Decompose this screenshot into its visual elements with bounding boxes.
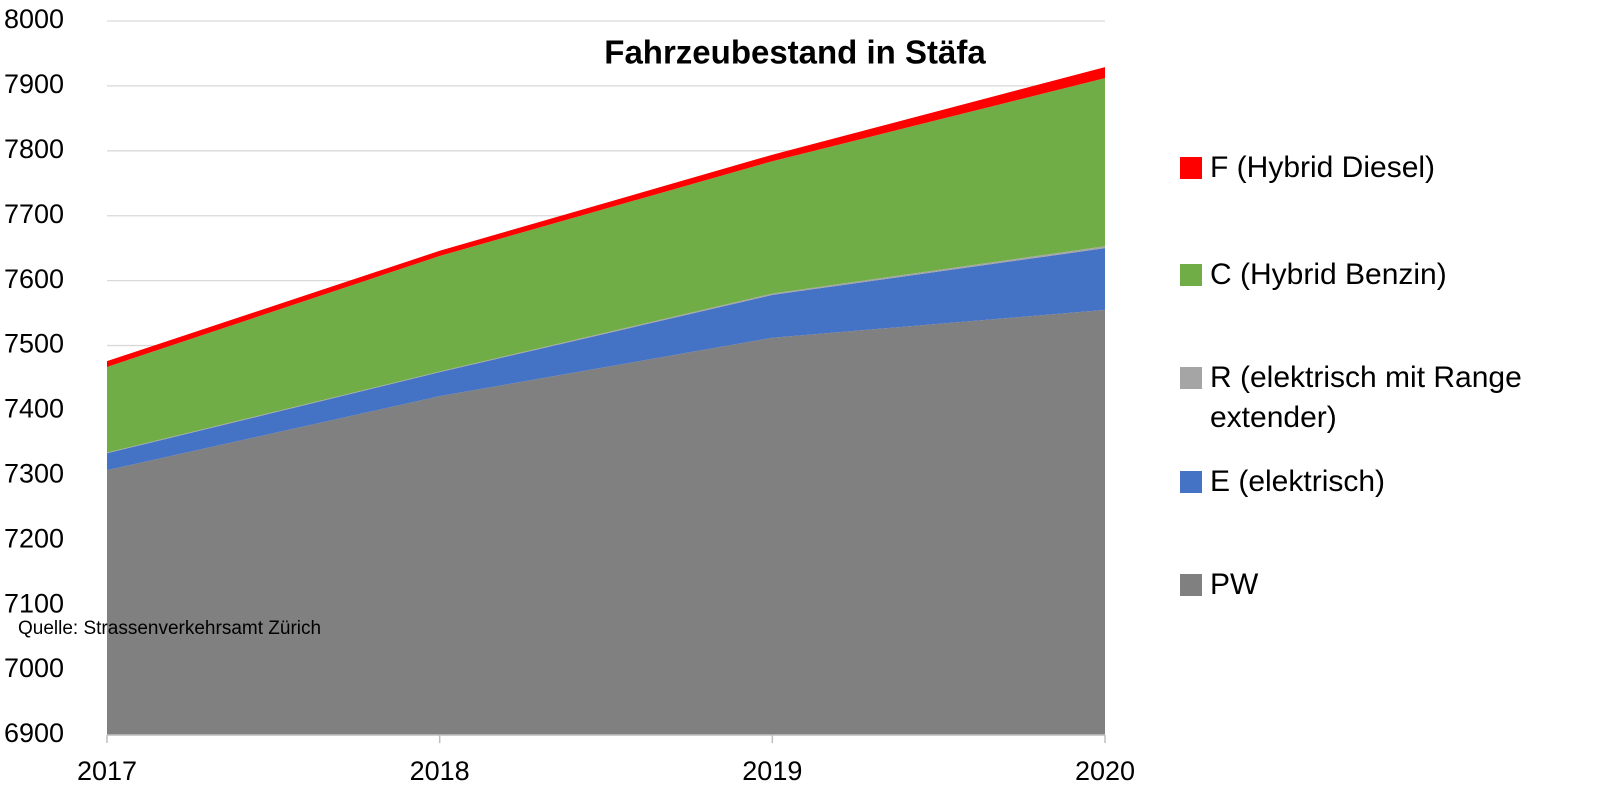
legend-label: R (elektrisch mit Range extender) xyxy=(1210,361,1522,434)
legend-label: F (Hybrid Diesel) xyxy=(1210,151,1436,184)
legend-item: E (elektrisch) xyxy=(1180,462,1580,502)
y-tick-label: 7500 xyxy=(4,329,64,359)
legend-item: R (elektrisch mit Range extender) xyxy=(1180,358,1580,438)
y-tick-label: 7800 xyxy=(4,134,64,164)
x-tick-label: 2018 xyxy=(410,756,470,786)
legend-label: C (Hybrid Benzin) xyxy=(1210,258,1447,291)
y-tick-label: 7300 xyxy=(4,458,64,488)
y-tick-label: 7600 xyxy=(4,264,64,294)
y-tick-label: 7400 xyxy=(4,394,64,424)
y-tick-label: 6900 xyxy=(4,718,64,748)
y-tick-label: 7700 xyxy=(4,199,64,229)
legend-item: F (Hybrid Diesel) xyxy=(1180,148,1580,188)
legend-item: PW xyxy=(1180,565,1580,605)
legend-swatch xyxy=(1180,264,1202,286)
source-note: Quelle: Strassenverkehrsamt Zürich xyxy=(18,618,322,639)
x-tick-label: 2019 xyxy=(742,756,802,786)
x-tick-label: 2017 xyxy=(77,756,137,786)
y-tick-label: 8000 xyxy=(4,4,64,34)
legend-swatch xyxy=(1180,574,1202,596)
area xyxy=(107,309,1105,735)
legend-item: C (Hybrid Benzin) xyxy=(1180,255,1580,295)
legend-label: PW xyxy=(1210,568,1259,601)
area xyxy=(107,78,1105,453)
x-tick-label: 2020 xyxy=(1075,756,1135,786)
legend-label: E (elektrisch) xyxy=(1210,465,1386,498)
chart-title: Fahrzeubestand in Stäfa xyxy=(604,34,986,71)
y-tick-label: 7200 xyxy=(4,523,64,553)
y-tick-label: 7100 xyxy=(4,588,64,618)
y-tick-label: 7000 xyxy=(4,653,64,683)
y-tick-label: 7900 xyxy=(4,69,64,99)
legend-swatch xyxy=(1180,471,1202,493)
area xyxy=(107,248,1105,471)
area xyxy=(107,67,1105,367)
legend-swatch xyxy=(1180,367,1202,389)
legend-swatch xyxy=(1180,157,1202,179)
